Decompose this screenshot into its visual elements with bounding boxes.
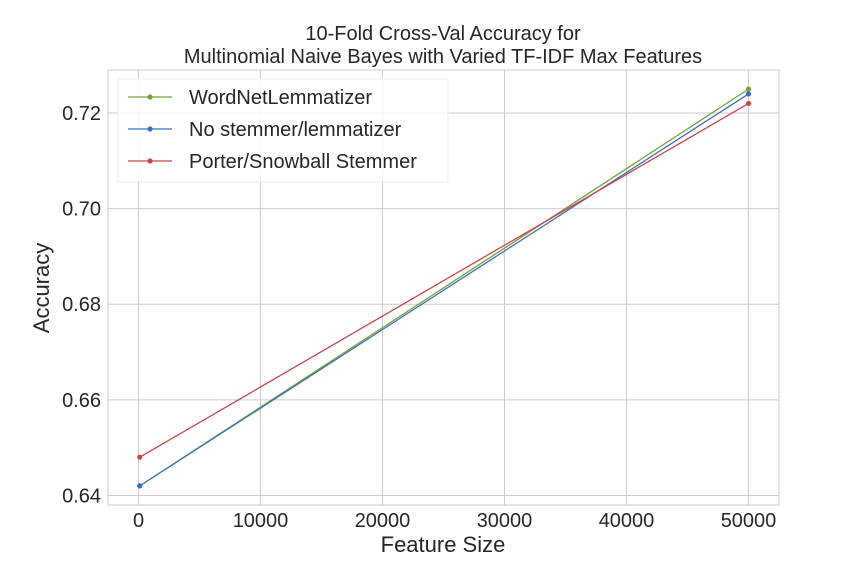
series-layer xyxy=(137,86,752,489)
x-tick-label: 50000 xyxy=(721,510,777,532)
legend-item: WordNetLemmatizer xyxy=(128,87,372,109)
legend-label: WordNetLemmatizer xyxy=(189,87,372,109)
plot-area xyxy=(107,69,780,506)
y-tick-label: 0.70 xyxy=(62,199,101,221)
legend-swatch-marker xyxy=(147,158,153,164)
y-tick-label: 0.64 xyxy=(62,485,101,507)
series-line xyxy=(139,88,749,487)
series-line xyxy=(139,102,749,458)
data-point xyxy=(745,86,752,92)
x-axis-label: Feature Size xyxy=(381,532,506,557)
legend-item: No stemmer/lemmatizer xyxy=(128,119,402,141)
chart-title-text: 10-Fold Cross-Val Accuracy for Multinomia… xyxy=(184,23,702,68)
series-line xyxy=(139,93,749,487)
data-point xyxy=(137,483,143,489)
x-tick-label: 10000 xyxy=(233,510,289,532)
data-point xyxy=(745,91,752,97)
y-tick-label: 0.68 xyxy=(62,294,101,316)
y-tick-label: 0.66 xyxy=(62,390,101,412)
x-axis-ticks: 0 10000 20000 30000 40000 50000 xyxy=(133,510,776,532)
legend-box xyxy=(117,78,449,183)
legend-item: Porter/Snowball Stemmer xyxy=(128,151,417,173)
y-axis-label: Accuracy xyxy=(29,243,54,333)
x-tick-label: 0 xyxy=(133,510,144,532)
data-point xyxy=(137,454,143,460)
y-tick-label: 0.72 xyxy=(62,103,101,125)
x-tick-label: 30000 xyxy=(477,510,533,532)
legend-swatch-marker xyxy=(147,94,153,100)
x-tick-label: 40000 xyxy=(599,510,655,532)
y-axis-ticks: 0.64 0.66 0.68 0.70 0.72 xyxy=(62,103,101,507)
chart-title: 10-Fold Cross-Val Accuracy for Multinomia… xyxy=(184,23,702,68)
legend-label: Porter/Snowball Stemmer xyxy=(189,151,417,173)
data-point xyxy=(745,100,752,107)
series-1 xyxy=(137,91,752,489)
x-tick-label: 20000 xyxy=(355,510,411,532)
legend: WordNetLemmatizer No stemmer/lemmatizer Po… xyxy=(117,78,449,183)
legend-swatch-marker xyxy=(147,126,153,132)
legend-label: No stemmer/lemmatizer xyxy=(189,119,402,141)
series-2 xyxy=(137,100,752,460)
